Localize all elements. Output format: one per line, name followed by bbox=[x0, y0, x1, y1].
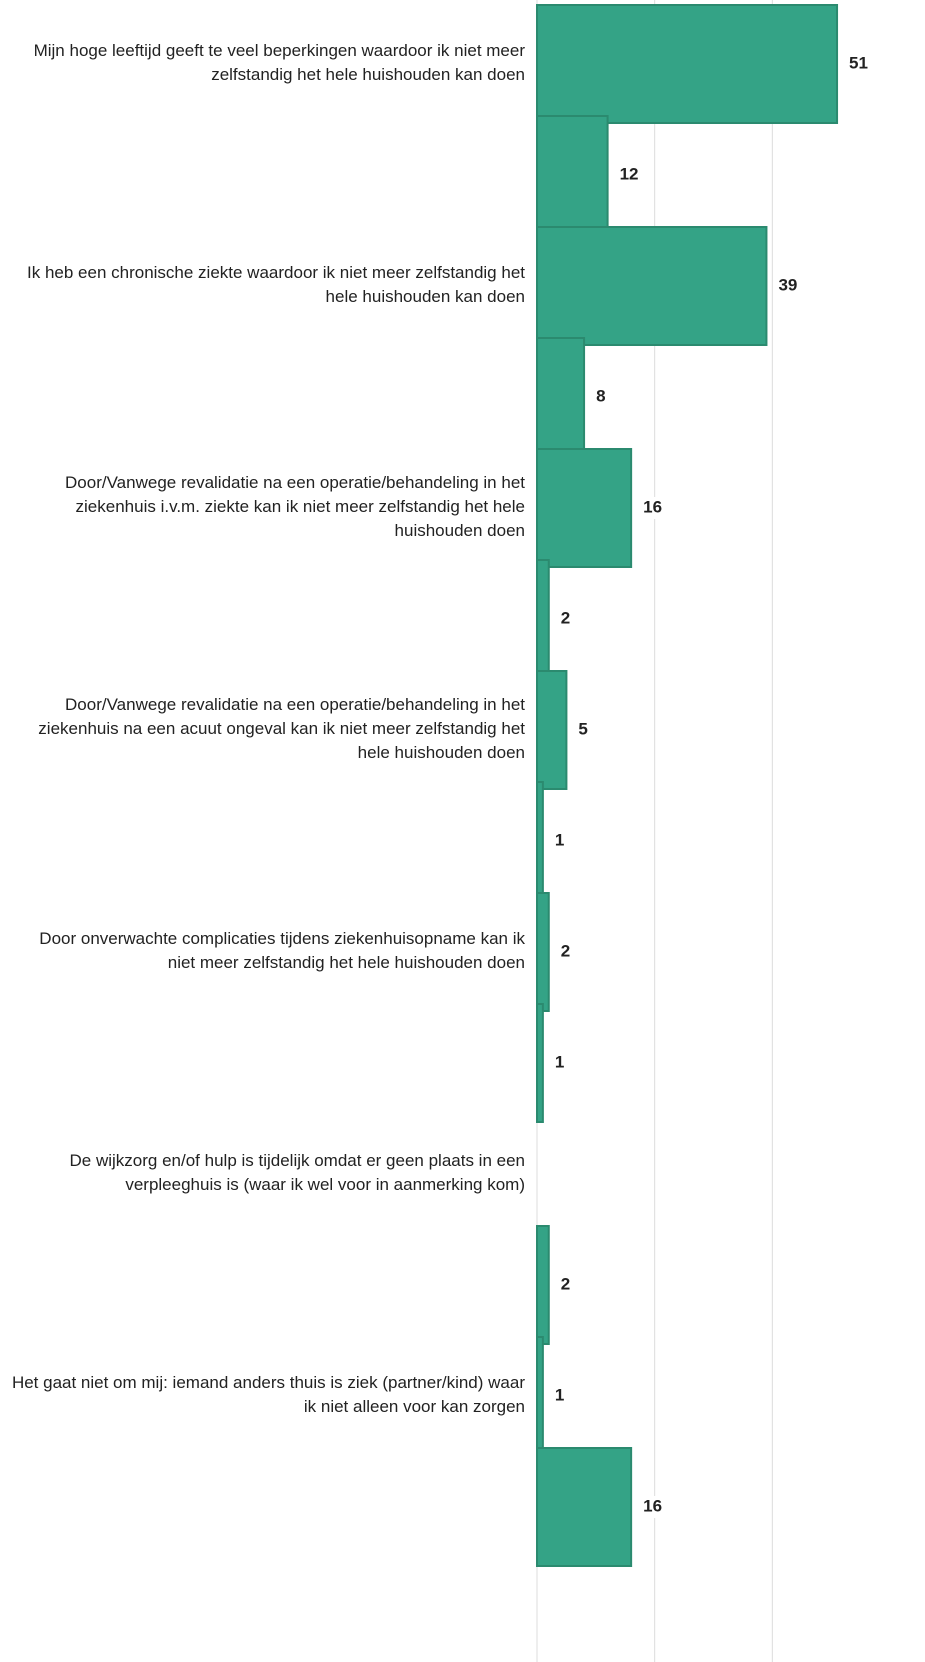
value-label: 1 bbox=[555, 1385, 564, 1404]
bar bbox=[536, 1447, 633, 1567]
bar bbox=[536, 1225, 550, 1345]
category-label: De wijkzorg en/of hulp is tijdelijk omda… bbox=[70, 1151, 525, 1194]
category-label: Door/Vanwege revalidatie na een operatie… bbox=[38, 695, 525, 762]
value-label-bg bbox=[550, 1052, 569, 1074]
value-label: 39 bbox=[778, 275, 797, 294]
category-line: huishouden doen bbox=[395, 521, 525, 540]
category-line: ik niet alleen voor kan zorgen bbox=[304, 1397, 525, 1416]
value-label-bg bbox=[556, 941, 575, 963]
category-line: hele huishouden kan doen bbox=[326, 287, 525, 306]
value-label-bg bbox=[574, 719, 592, 741]
value-label-bg bbox=[550, 1385, 569, 1407]
category-line: Ik heb een chronische ziekte waardoor ik… bbox=[27, 263, 525, 282]
value-label-bg bbox=[845, 53, 872, 75]
value-label: 2 bbox=[561, 608, 570, 627]
value-label-bg bbox=[774, 275, 802, 297]
category-label: Het gaat niet om mij: iemand anders thui… bbox=[12, 1373, 525, 1416]
bar bbox=[536, 337, 586, 457]
bar bbox=[536, 892, 550, 1012]
bar bbox=[536, 559, 550, 679]
bar bbox=[536, 781, 544, 901]
category-line: verpleeghuis is (waar ik wel voor in aan… bbox=[125, 1175, 525, 1194]
value-label: 51 bbox=[849, 53, 868, 72]
bar bbox=[536, 448, 633, 568]
value-label: 5 bbox=[578, 719, 587, 738]
value-label-bg bbox=[639, 497, 667, 519]
value-label: 1 bbox=[555, 1052, 564, 1071]
value-label: 2 bbox=[561, 1274, 570, 1293]
bar bbox=[536, 670, 568, 790]
category-line: Door/Vanwege revalidatie na een operatie… bbox=[65, 473, 525, 492]
value-label: 12 bbox=[620, 164, 639, 183]
category-line: ziekenhuis na een acuut ongeval kan ik n… bbox=[38, 719, 525, 738]
category-line: hele huishouden doen bbox=[358, 743, 525, 762]
bar bbox=[536, 1336, 544, 1456]
value-label: 16 bbox=[643, 497, 662, 516]
value-label-bg bbox=[556, 608, 575, 630]
bar bbox=[536, 1003, 544, 1123]
value-label-bg bbox=[550, 830, 569, 852]
value-label: 16 bbox=[643, 1496, 662, 1515]
value-label-bg bbox=[556, 1274, 575, 1296]
value-label-bg bbox=[592, 386, 610, 408]
category-line: ziekenhuis i.v.m. ziekte kan ik niet mee… bbox=[76, 497, 525, 516]
value-label-bg bbox=[615, 164, 643, 186]
category-line: Door/Vanwege revalidatie na een operatie… bbox=[65, 695, 525, 714]
category-label: Door/Vanwege revalidatie na een operatie… bbox=[65, 473, 525, 540]
bar bbox=[536, 4, 839, 124]
category-label: Mijn hoge leeftijd geeft te veel beperki… bbox=[34, 41, 526, 84]
value-label: 1 bbox=[555, 830, 564, 849]
category-line: Mijn hoge leeftijd geeft te veel beperki… bbox=[34, 41, 526, 60]
value-label: 2 bbox=[561, 941, 570, 960]
category-line: zelfstandig het hele huishouden kan doen bbox=[211, 65, 525, 84]
bar bbox=[536, 226, 768, 346]
value-label-bg bbox=[639, 1496, 667, 1518]
category-label: Ik heb een chronische ziekte waardoor ik… bbox=[27, 263, 525, 306]
category-line: Door onverwachte complicaties tijdens zi… bbox=[39, 929, 525, 948]
category-line: niet meer zelfstandig het hele huishoude… bbox=[168, 953, 525, 972]
category-line: De wijkzorg en/of hulp is tijdelijk omda… bbox=[70, 1151, 525, 1170]
bar bbox=[536, 115, 609, 235]
category-line: Het gaat niet om mij: iemand anders thui… bbox=[12, 1373, 525, 1392]
category-label: Door onverwachte complicaties tijdens zi… bbox=[39, 929, 525, 972]
value-label: 8 bbox=[596, 386, 605, 405]
